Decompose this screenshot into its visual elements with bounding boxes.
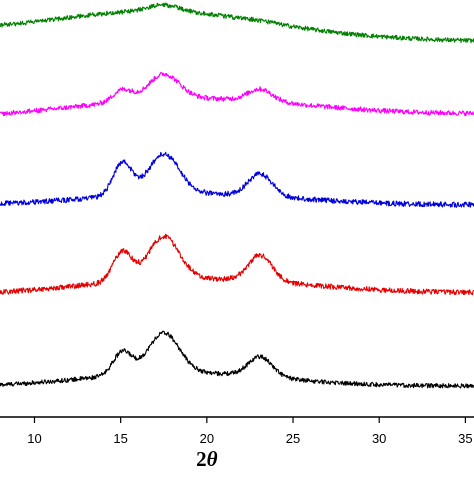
x-ticks: 10 15 20 25 30 35 — [27, 417, 473, 446]
x-axis-title: 2θ — [196, 447, 218, 471]
series-line-3 — [0, 151, 474, 208]
series-line-4 — [0, 72, 474, 117]
x-axis-title-symbol: θ — [207, 447, 218, 471]
x-axis-title-prefix: 2 — [196, 447, 207, 471]
series-line-1 — [0, 330, 474, 389]
series-line-5 — [0, 2, 474, 44]
series-layer — [0, 2, 474, 389]
x-tick-label: 15 — [113, 431, 127, 446]
x-tick-label: 30 — [372, 431, 386, 446]
x-tick-label: 10 — [27, 431, 41, 446]
x-tick-label: 20 — [200, 431, 214, 446]
series-line-2 — [0, 233, 474, 296]
x-tick-label: 25 — [286, 431, 300, 446]
x-tick-label: 35 — [458, 431, 472, 446]
